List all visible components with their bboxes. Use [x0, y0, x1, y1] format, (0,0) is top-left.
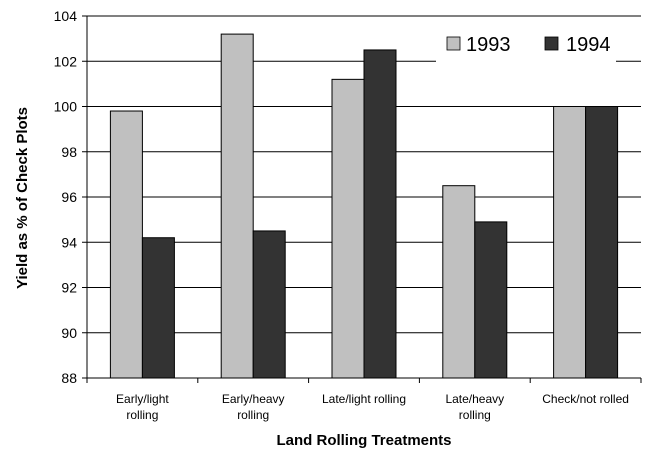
y-tick-label-98: 98: [61, 144, 77, 160]
y-axis-title: Yield as % of Check Plots: [14, 107, 31, 289]
x-tick-label-line: Check/not rolled: [542, 392, 629, 406]
legend-background: [436, 27, 616, 63]
x-tick-label-1: Early/heavy rolling: [222, 392, 285, 422]
x-tick-label-line: rolling: [237, 408, 269, 422]
bar-1994-4: [585, 106, 619, 379]
axes: [82, 15, 642, 383]
x-tick-label-line: rolling: [126, 408, 158, 422]
bar-1994-1: [252, 230, 286, 379]
x-tick-label-2: Late/light rolling: [322, 392, 406, 406]
x-tick-label-line: Late/light rolling: [322, 392, 406, 406]
x-axis-title: Land Rolling Treatments: [276, 432, 451, 449]
y-tick-label-96: 96: [61, 189, 77, 205]
legend-swatch-1993: [446, 36, 461, 51]
bar-1993-0: [109, 110, 143, 379]
bar-1993-3: [442, 185, 476, 379]
y-tick-label-100: 100: [54, 99, 78, 115]
x-tick-label-3: Late/heavy rolling: [445, 392, 504, 422]
x-tick-label-0: Early/light rolling: [116, 392, 169, 422]
y-tick-labels: 88 90 92 94 96 98 100 102 104: [54, 8, 78, 386]
x-tick-label-4: Check/not rolled: [542, 392, 629, 406]
bar-1994-2: [363, 49, 397, 379]
x-tick-label-line: Early/heavy: [222, 392, 285, 406]
bar-1993-1: [220, 33, 254, 379]
x-tick-label-line: Early/light: [116, 392, 169, 406]
y-tick-label-90: 90: [61, 325, 77, 341]
y-tick-label-92: 92: [61, 280, 77, 296]
x-tick-label-line: Late/heavy: [445, 392, 504, 406]
legend: 1993 1994: [436, 27, 616, 63]
y-tick-label-94: 94: [61, 234, 77, 250]
legend-label-1993: 1993: [466, 34, 511, 56]
legend-swatch-1994: [544, 36, 559, 51]
bar-1994-0: [141, 237, 175, 379]
bar-1993-4: [553, 106, 587, 379]
y-tick-label-102: 102: [54, 53, 78, 69]
bar-1994-3: [474, 221, 508, 379]
bar-1993-2: [331, 78, 365, 379]
x-tick-label-line: rolling: [459, 408, 491, 422]
bars: [109, 33, 619, 379]
legend-label-1994: 1994: [566, 34, 611, 56]
y-tick-label-88: 88: [61, 370, 77, 386]
y-tick-label-104: 104: [54, 8, 78, 24]
